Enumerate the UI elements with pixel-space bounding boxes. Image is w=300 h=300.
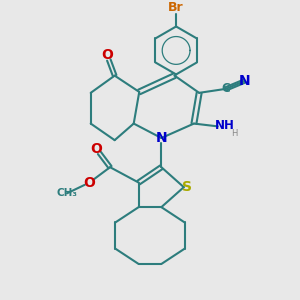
Text: C: C <box>221 82 230 95</box>
Text: S: S <box>182 180 193 194</box>
Text: NH: NH <box>215 119 235 132</box>
Text: N: N <box>156 131 167 145</box>
Text: O: O <box>90 142 102 156</box>
Text: N: N <box>238 74 250 88</box>
Text: H: H <box>231 129 237 138</box>
Text: CH₃: CH₃ <box>56 188 77 198</box>
Text: O: O <box>83 176 95 190</box>
Text: Br: Br <box>168 1 184 13</box>
Text: O: O <box>101 48 113 62</box>
